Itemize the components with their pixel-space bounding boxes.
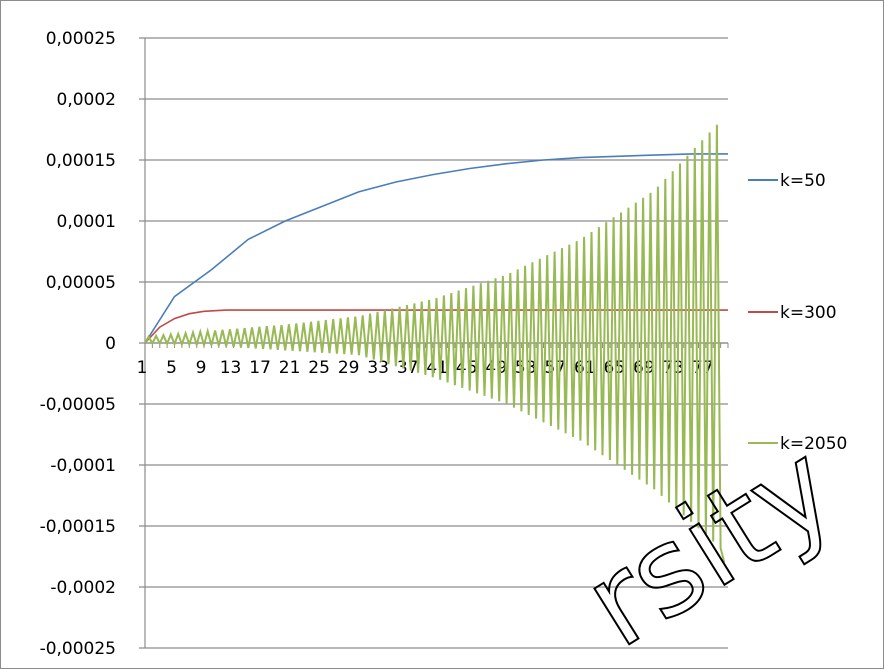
x-tick-label: 29 [338,358,360,378]
x-tick-label: 33 [367,358,389,378]
y-tick-label: 0,00005 [46,273,116,293]
x-tick-label: 41 [426,358,448,378]
svg-text:rsity: rsity [562,417,859,669]
x-tick-label: 1 [137,358,148,378]
y-tick-label: -0,0001 [50,456,116,476]
series-lines [144,124,728,563]
y-tick-label: 0 [105,334,116,354]
x-tick-label: 37 [397,358,419,378]
x-tick-label: 69 [633,358,655,378]
legend-label: k=2050 [780,434,847,454]
x-tick-label: 17 [249,358,271,378]
series-line-k=300 [144,309,728,344]
legend-label: k=50 [780,171,826,191]
y-tick-label: -0,0002 [50,578,116,598]
x-tick-label: 9 [196,358,207,378]
y-tick-label: 0,0001 [57,212,116,232]
y-tick-label: -0,00015 [40,517,116,537]
x-tick-label: 53 [515,358,537,378]
y-tick-label: 0,00025 [46,29,116,49]
x-tick-label: 65 [603,358,625,378]
x-tick-label: 61 [574,358,596,378]
y-tick-label: -0,00025 [40,639,116,659]
series-line-k=2050 [144,124,726,563]
x-tick-label: 57 [544,358,566,378]
x-tick-label: 5 [166,358,177,378]
y-tick-label: 0,00015 [46,151,116,171]
x-tick-label: 73 [663,358,685,378]
y-axis-tick-labels: 0,00025 0,0002 0,00015 0,0001 0,00005 0 -0,000… [40,29,116,659]
legend-label: k=300 [780,303,837,323]
legend: k=50 k=300 k=2050 [748,171,847,454]
y-tick-label: 0,0002 [57,90,116,110]
y-tick-label: -0,00005 [40,395,116,415]
x-tick-label: 25 [308,358,330,378]
x-tick-label: 77 [692,358,714,378]
x-tick-label: 49 [485,358,507,378]
x-tick-label: 21 [279,358,301,378]
x-tick-label: 45 [456,358,478,378]
series-line-k=50 [144,153,728,344]
x-tick-label: 13 [220,358,242,378]
watermark: rsity [561,416,860,669]
